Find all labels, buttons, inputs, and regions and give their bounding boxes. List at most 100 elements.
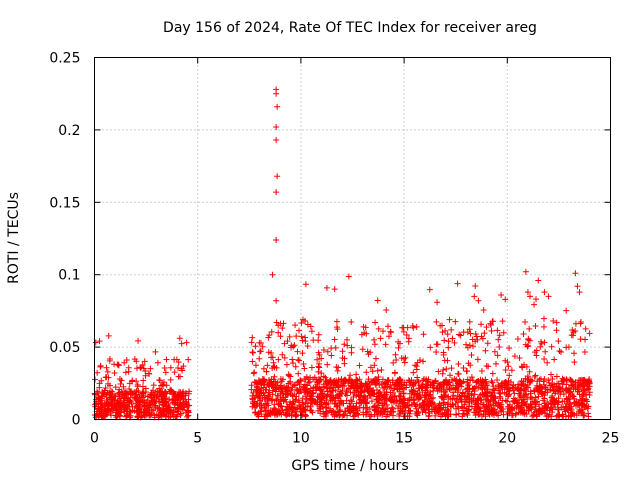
data-point: [466, 318, 473, 325]
data-point: [289, 356, 296, 363]
data-point: [410, 396, 417, 403]
data-point: [482, 376, 489, 383]
data-point: [531, 349, 538, 356]
data-point: [343, 336, 350, 343]
data-point: [556, 412, 563, 419]
data-point: [467, 330, 474, 337]
data-point: [581, 349, 588, 356]
data-point: [491, 348, 498, 355]
axis-ticks: [94, 57, 611, 420]
data-point: [516, 354, 523, 361]
data-point: [532, 372, 539, 379]
data-point: [414, 359, 421, 366]
data-point: [383, 306, 390, 313]
data-point: [340, 400, 347, 407]
data-point: [116, 386, 123, 393]
data-point: [576, 406, 583, 413]
data-point: [249, 334, 256, 341]
data-point: [294, 379, 301, 386]
data-point: [139, 389, 146, 396]
data-point: [511, 390, 518, 397]
data-point: [269, 354, 276, 361]
data-point: [397, 393, 404, 400]
data-point: [362, 396, 369, 403]
data-point: [498, 291, 505, 298]
data-point: [482, 347, 489, 354]
data-point: [419, 401, 426, 408]
data-point: [276, 400, 283, 407]
data-point: [396, 386, 403, 393]
data-point: [569, 327, 576, 334]
data-point: [420, 331, 427, 338]
data-point: [500, 411, 507, 418]
data-point: [368, 411, 375, 418]
data-point: [353, 371, 360, 378]
data-point: [294, 405, 301, 412]
data-point: [466, 385, 473, 392]
data-point: [474, 356, 481, 363]
data-point: [387, 328, 394, 335]
data-point: [116, 376, 123, 383]
data-point: [391, 385, 398, 392]
data-point: [474, 336, 481, 343]
data-point: [142, 368, 149, 375]
data-point: [425, 413, 432, 420]
data-point: [269, 271, 276, 278]
data-point: [374, 400, 381, 407]
data-point: [538, 409, 545, 416]
data-point: [445, 413, 452, 420]
data-point: [381, 395, 388, 402]
data-point: [379, 400, 386, 407]
data-point: [135, 388, 142, 395]
data-point: [259, 343, 266, 350]
data-point: [478, 412, 485, 419]
data-point: [296, 327, 303, 334]
data-point: [284, 338, 291, 345]
y-tick-label: 0.15: [49, 195, 80, 211]
data-point: [363, 400, 370, 407]
data-point: [294, 348, 301, 355]
data-point: [302, 281, 309, 288]
data-point: [292, 322, 299, 329]
data-point: [96, 338, 103, 345]
data-point: [134, 395, 141, 402]
data-point: [556, 384, 563, 391]
data-point: [418, 384, 425, 391]
data-point: [515, 385, 522, 392]
data-point: [113, 407, 120, 414]
data-point: [175, 395, 182, 402]
data-point: [251, 398, 258, 405]
data-point: [308, 407, 315, 414]
data-point: [390, 359, 397, 366]
data-point: [350, 402, 357, 409]
data-point: [295, 370, 302, 377]
data-point: [471, 391, 478, 398]
data-point: [141, 400, 148, 407]
data-point: [165, 400, 172, 407]
data-point: [368, 388, 375, 395]
data-point: [273, 236, 280, 243]
data-point: [273, 364, 280, 371]
data-point: [440, 404, 447, 411]
data-point: [393, 397, 400, 404]
data-point: [468, 352, 475, 359]
data-point: [526, 325, 533, 332]
data-point: [365, 351, 372, 358]
data-point: [346, 376, 353, 383]
data-point: [366, 405, 373, 412]
data-point: [373, 408, 380, 415]
data-point: [120, 383, 127, 390]
data-point: [350, 394, 357, 401]
data-point: [324, 361, 331, 368]
data-point: [448, 326, 455, 333]
data-point: [568, 403, 575, 410]
data-point: [301, 365, 308, 372]
data-point: [357, 388, 364, 395]
data-point: [541, 356, 548, 363]
data-point: [259, 378, 266, 385]
data-point: [395, 338, 402, 345]
data-point: [511, 353, 518, 360]
data-point: [304, 321, 311, 328]
data-point: [327, 397, 334, 404]
